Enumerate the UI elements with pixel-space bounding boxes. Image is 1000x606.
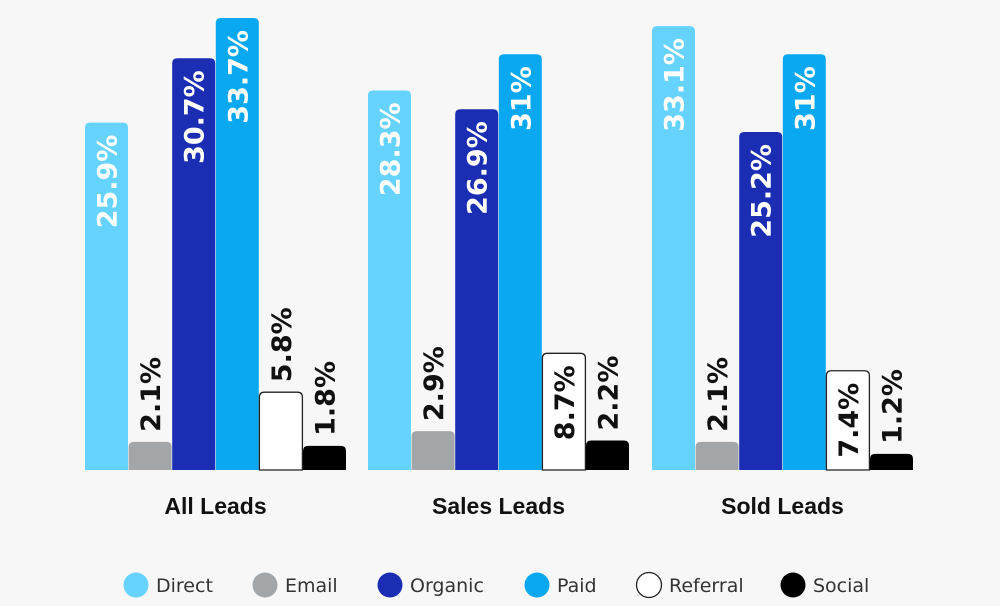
bar-referral-all-leads — [258, 391, 304, 471]
bar-value-label: 28.3% — [376, 102, 407, 196]
legend-label-email: Email — [285, 575, 338, 597]
category-label: All Leads — [164, 493, 266, 519]
legend: Direct Email Organic Paid Referral Social — [123, 571, 869, 599]
category-label: Sales Leads — [432, 493, 565, 519]
bar-email-sales-leads — [411, 431, 455, 470]
bar-value-label: 33.7% — [223, 30, 254, 124]
bar-value-label: 26.9% — [463, 121, 494, 215]
bar-value-label: 7.4% — [834, 383, 865, 458]
bars-layer — [85, 18, 913, 471]
bar-organic-sales-leads — [455, 109, 499, 471]
legend-label-social: Social — [813, 575, 869, 597]
legend-swatch-social — [780, 572, 806, 598]
bar-value-label: 2.2% — [594, 356, 625, 431]
bar-value-label: 31% — [790, 66, 821, 131]
bar-organic-sold-leads — [739, 132, 783, 470]
bar-social-all-leads — [303, 445, 346, 470]
legend-label-direct: Direct — [156, 575, 213, 597]
bar-value-label: 33.1% — [660, 38, 691, 132]
legend-swatch-paid — [524, 572, 550, 598]
bar-referral-sold-leads — [825, 370, 871, 471]
bar-direct-all-leads — [85, 122, 128, 471]
legend-label-paid: Paid — [557, 575, 597, 597]
bar-value-label: 1.2% — [878, 369, 909, 444]
bar-social-sold-leads — [870, 453, 913, 470]
bar-email-sold-leads — [695, 441, 739, 470]
legend-label-referral: Referral — [669, 575, 744, 597]
legend-label-organic: Organic — [410, 575, 484, 597]
legend-swatch-organic — [377, 572, 403, 598]
bar-value-label: 25.9% — [93, 135, 124, 229]
bar-organic-all-leads — [172, 58, 216, 471]
bar-value-label: 1.8% — [311, 361, 342, 436]
bar-value-label: 30.7% — [180, 70, 211, 164]
bar-value-label: 5.8% — [267, 307, 298, 382]
legend-swatch-email — [252, 572, 278, 598]
bar-value-label: 2.9% — [419, 346, 450, 421]
bar-paid-all-leads — [215, 18, 259, 470]
bar-value-label: 2.1% — [703, 357, 734, 432]
legend-swatch-direct — [123, 572, 149, 598]
bar-referral-sales-leads — [541, 352, 587, 471]
bar-value-label: 31% — [506, 66, 537, 131]
bar-value-label: 25.2% — [747, 144, 778, 238]
category-labels: All Leads Sales Leads Sold Leads — [164, 493, 843, 519]
category-label: Sold Leads — [721, 493, 844, 519]
bar-email-all-leads — [128, 441, 172, 470]
bar-paid-sales-leads — [498, 54, 542, 471]
bar-direct-sold-leads — [652, 26, 695, 471]
legend-swatch-referral — [635, 571, 663, 599]
bar-value-label: 2.1% — [136, 357, 167, 432]
bar-social-sales-leads — [586, 440, 629, 470]
bar-value-label: 8.7% — [550, 365, 581, 440]
bar-labels-layer: 25.9% 2.1% 30.7% 33.7% 5.8% 1.8% 28.3% 2.9% 26.9… — [93, 30, 909, 458]
bar-direct-sales-leads — [368, 90, 411, 471]
bar-paid-sold-leads — [782, 54, 826, 471]
